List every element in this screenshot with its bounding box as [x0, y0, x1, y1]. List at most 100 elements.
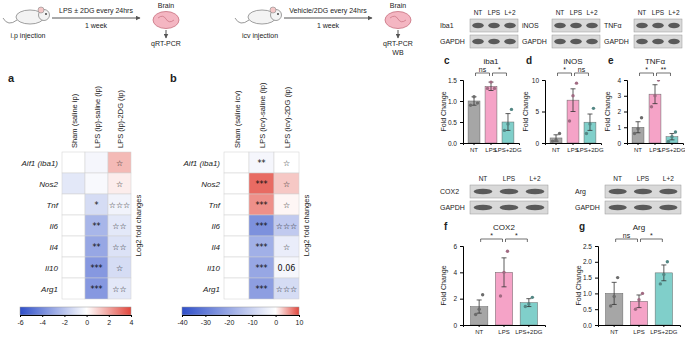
heatmap-cell — [224, 278, 249, 299]
significance-label: ☆ — [116, 264, 123, 273]
significance-label: *** — [256, 201, 268, 210]
injection-label: icv injection — [242, 32, 278, 40]
y-tick-label: 6 — [453, 243, 457, 250]
data-point — [575, 81, 578, 84]
x-axis: NTLPSLPS+2DG — [546, 143, 604, 153]
x-tick-label: LPS — [498, 329, 509, 335]
data-point — [527, 302, 530, 305]
heatmap-cell — [249, 257, 274, 278]
y-tick-label: 2 — [617, 108, 621, 115]
x-axis: NTLPSLPS+2DG — [464, 143, 522, 153]
figure: i.p injectionLPS ± 2DG every 24hrs1 week… — [0, 0, 685, 347]
data-point — [641, 292, 644, 295]
error-bar — [505, 114, 510, 131]
colorbar-tick: -4 — [40, 315, 46, 326]
lane-label: LPS — [570, 9, 583, 16]
data-point — [662, 273, 665, 276]
bar-chart: gArgFold Change0.00.51.01.52.02.5NTLPSLP… — [575, 221, 681, 335]
colorbar-tick-mark — [64, 315, 65, 317]
colorbar-tick: -2 — [62, 315, 68, 326]
heatmap-cell — [224, 215, 249, 236]
y-tick-mark — [460, 122, 463, 123]
colorbar-axis: -6-4-2024 — [17, 315, 133, 326]
colorbar-tick-mark — [87, 315, 88, 317]
error-bar — [636, 122, 641, 133]
heatmap-cell — [85, 278, 108, 299]
colorbar — [20, 307, 131, 315]
significance-label: *** — [91, 264, 103, 273]
data-point — [666, 260, 669, 263]
blot-label: GAPDH — [522, 38, 547, 45]
colorbar-tick-label: -10 — [248, 319, 258, 326]
blot-band — [472, 23, 484, 29]
y-axis-title: Fold Change — [440, 91, 448, 131]
lane-label: L+2 — [668, 9, 679, 16]
significance-label: *** — [256, 243, 268, 252]
data-point — [472, 95, 475, 98]
blot-band — [554, 39, 566, 45]
significance-label: ☆ — [116, 180, 123, 189]
heatmap-cell — [274, 257, 299, 278]
x-tick: NT — [634, 143, 642, 153]
blot-band — [526, 189, 545, 195]
plot-marks — [605, 260, 672, 325]
heatmap-cell — [274, 194, 299, 215]
chart-title: Arg — [633, 223, 645, 232]
blot-band — [488, 23, 500, 29]
x-tick-label: NT — [610, 329, 618, 335]
y-tick-mark — [542, 80, 545, 81]
row-label: Nos2 — [201, 180, 220, 189]
y-tick-mark — [595, 246, 598, 247]
data-point — [474, 313, 477, 316]
y-tick-label: 2 — [453, 295, 457, 302]
blot-band — [668, 39, 680, 45]
significance-bracket — [506, 239, 528, 242]
bar — [470, 307, 487, 325]
data-point — [506, 250, 509, 253]
heatmap-cell — [224, 173, 249, 194]
significance-bracket — [641, 239, 663, 242]
data-point — [486, 87, 489, 90]
heatmap-cell — [108, 236, 131, 257]
x-tick-label: LPS+2DG — [650, 329, 678, 335]
y-axis: 0246 — [453, 243, 463, 329]
data-point — [653, 94, 656, 97]
blot-label: GAPDH — [440, 38, 465, 45]
x-tick: LPS — [633, 325, 644, 335]
x-tick: LPS — [498, 325, 509, 335]
colorbar-tick: 10 — [296, 315, 304, 326]
blot-membrane — [552, 19, 600, 32]
x-tick: NT — [610, 325, 618, 335]
blot-band — [570, 23, 582, 29]
data-point — [503, 129, 506, 132]
colorbar-axis-line — [21, 316, 132, 318]
blot-band — [586, 23, 598, 29]
blot-band — [609, 205, 627, 211]
y-tick-mark — [624, 127, 627, 128]
significance-label: ☆ — [283, 201, 290, 210]
x-tick-mark — [655, 143, 656, 145]
heatmap-cell — [108, 215, 131, 236]
x-tick-label: NT — [552, 147, 560, 153]
mouse-icon — [3, 7, 50, 24]
significance-label: * — [490, 232, 493, 239]
heatmap-cell — [85, 236, 108, 257]
plot-marks — [550, 81, 596, 143]
y-tick: 4 — [453, 269, 463, 276]
blot-membrane — [634, 19, 682, 32]
data-point — [588, 122, 591, 125]
colorbar-tick-mark — [299, 315, 300, 317]
lane-label: LPS — [488, 9, 501, 16]
bar — [485, 86, 497, 143]
bar — [605, 293, 622, 325]
heatmap-cell — [108, 194, 131, 215]
significance-label: *** — [91, 285, 103, 294]
data-point — [476, 101, 479, 104]
data-point — [667, 140, 670, 143]
schematic: icv injectionVehicle/2DG every 24hrs1 we… — [235, 2, 413, 56]
colorbar-tick-label: -6 — [17, 319, 23, 326]
data-point — [657, 80, 660, 82]
lane-label: L+2 — [586, 9, 597, 16]
chart-title: COX2 — [493, 223, 515, 232]
colorbar — [182, 307, 299, 315]
